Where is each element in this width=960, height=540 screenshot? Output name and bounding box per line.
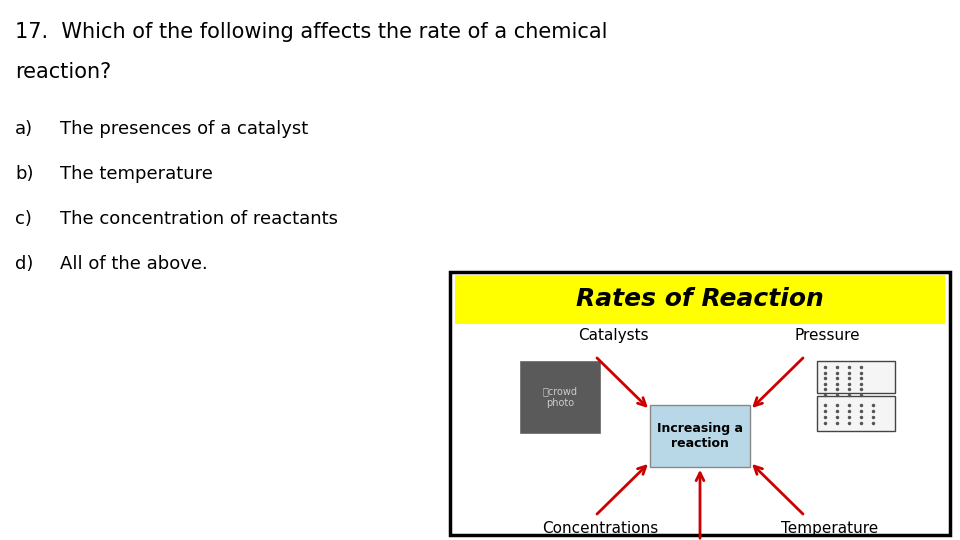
Text: c): c): [15, 210, 32, 228]
Text: Increasing a
reaction: Increasing a reaction: [657, 422, 743, 450]
Bar: [520, 361, 600, 433]
Text: 👥crowd
photo: 👥crowd photo: [542, 386, 578, 408]
Text: The concentration of reactants: The concentration of reactants: [60, 210, 338, 228]
Text: Concentrations: Concentrations: [541, 521, 659, 536]
Text: a): a): [15, 120, 34, 138]
Bar: [455, 275, 945, 324]
Bar: [650, 405, 750, 467]
Text: Temperature: Temperature: [781, 521, 878, 536]
Text: Rates of Reaction: Rates of Reaction: [576, 287, 824, 312]
Text: The temperature: The temperature: [60, 165, 213, 183]
Text: The presences of a catalyst: The presences of a catalyst: [60, 120, 308, 138]
Text: d): d): [15, 255, 34, 273]
Text: b): b): [15, 165, 34, 183]
Bar: [450, 272, 950, 535]
Text: Pressure: Pressure: [794, 328, 860, 343]
Bar: [817, 396, 895, 431]
Bar: [817, 361, 895, 393]
Text: Catalysts: Catalysts: [578, 328, 648, 343]
Text: 17.  Which of the following affects the rate of a chemical: 17. Which of the following affects the r…: [15, 22, 608, 42]
Text: reaction?: reaction?: [15, 62, 111, 82]
Text: All of the above.: All of the above.: [60, 255, 207, 273]
